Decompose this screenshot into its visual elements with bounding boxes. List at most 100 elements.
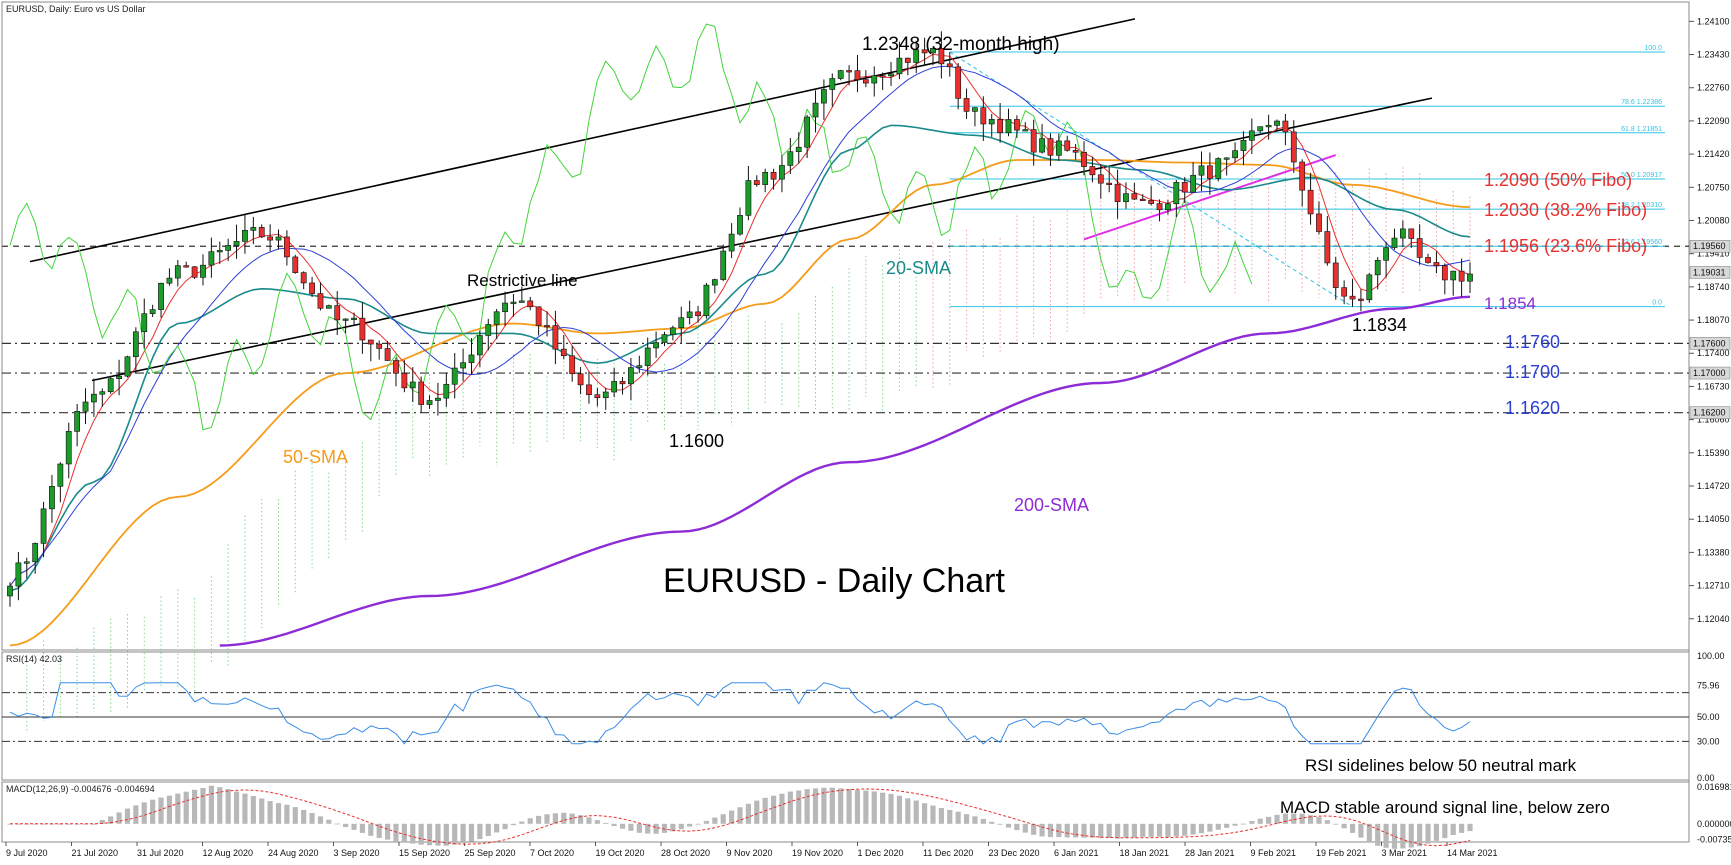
candle-body (1081, 151, 1087, 167)
candle-body (1450, 270, 1457, 281)
candle-body (644, 347, 651, 366)
candle-body (695, 311, 701, 317)
candle-body (1383, 247, 1389, 261)
candle-body (636, 365, 643, 368)
rsi-note: RSI sidelines below 50 neutral mark (1305, 756, 1577, 775)
candle-body (1206, 165, 1213, 179)
candle-body (854, 70, 861, 80)
candle-body (510, 301, 517, 304)
macd-signal-line (10, 788, 1471, 847)
macd-histogram-bar (1123, 823, 1129, 838)
kijun-line (9, 65, 1471, 587)
candle-body (1156, 203, 1163, 211)
macd-histogram-bar (712, 817, 718, 824)
chart-header: EURUSD, Daily: Euro vs US Dollar (6, 4, 146, 14)
candle-body (1215, 158, 1222, 179)
macd-note: MACD stable around signal line, below ze… (1280, 798, 1610, 817)
candle-body (493, 311, 500, 325)
time-tick-label: 1 Dec 2020 (858, 848, 904, 858)
price-tick-label: 1.20080 (1697, 215, 1730, 225)
candle-body (1324, 231, 1331, 264)
annotation-50-sma: 50-SMA (283, 447, 348, 467)
price-tick-label: 1.24100 (1697, 16, 1730, 26)
macd-histogram-bar (410, 823, 416, 844)
macd-histogram-bar (1240, 823, 1247, 825)
macd-histogram-bar (552, 813, 558, 824)
macd-histogram-bar (544, 814, 550, 824)
price-tick-label: 1.20750 (1697, 182, 1730, 192)
macd-histogram-bar (1173, 823, 1179, 837)
candle-body (577, 373, 584, 386)
candle-body (124, 356, 131, 377)
fibo-level-label: 100.0 (1644, 45, 1662, 52)
price-tick-label: 1.12710 (1697, 581, 1730, 591)
candle-body (225, 245, 232, 251)
candle-body (460, 362, 466, 369)
candle-body (1181, 182, 1188, 193)
macd-histogram-bar (653, 823, 659, 834)
candle-body (930, 48, 936, 54)
macd-histogram-bar (1266, 816, 1272, 824)
macd-histogram-bar (15, 823, 21, 825)
candle-body (527, 300, 534, 308)
candle-body (1391, 237, 1398, 248)
macd-histogram-bar (1106, 823, 1112, 839)
candle-body (1374, 259, 1381, 276)
macd-histogram-bar (1005, 823, 1012, 828)
candle-body (1425, 257, 1431, 263)
time-tick-label: 12 Aug 2020 (203, 848, 254, 858)
candle-body (1416, 238, 1423, 258)
macd-histogram-bar (1089, 823, 1096, 838)
macd-histogram-bar (628, 823, 634, 831)
time-tick-label: 6 Jan 2021 (1054, 848, 1099, 858)
candle-body (787, 151, 794, 166)
macd-histogram-bar (854, 789, 861, 824)
macd-histogram-bar (443, 823, 449, 846)
macd-histogram-bar (1400, 823, 1406, 849)
candle-body (611, 381, 618, 393)
macd-histogram-bar (703, 820, 710, 824)
macd-histogram-bar (1022, 823, 1028, 833)
macd-histogram-bar (1140, 823, 1146, 837)
macd-histogram-bar (250, 796, 256, 824)
time-tick-label: 21 Jul 2020 (72, 848, 119, 858)
annotation-1-1600: 1.1600 (669, 431, 724, 451)
macd-histogram-bar (1257, 818, 1263, 824)
rsi-header: RSI(14) 42.03 (6, 654, 62, 664)
candle-body (116, 375, 122, 379)
candle-body (351, 317, 357, 320)
macd-histogram-bar (938, 808, 944, 824)
candle-body (32, 543, 39, 563)
restrictive-line (91, 97, 1433, 382)
candle-body (1408, 228, 1415, 239)
candle-body (1349, 295, 1356, 300)
candle-body (846, 70, 852, 73)
price-tick-label: 1.19410 (1697, 249, 1730, 259)
macd-histogram-bar (922, 803, 928, 824)
macd-histogram-bar (1165, 823, 1171, 837)
macd-histogram-bar (737, 807, 743, 824)
macd-histogram-bar (947, 809, 953, 824)
macd-histogram-bar (326, 819, 332, 824)
macd-histogram-bar (678, 823, 684, 830)
support-resistance-lines (2, 245, 1689, 414)
annotation-1-1854: 1.1854 (1484, 294, 1536, 313)
macd-histogram-bar (1366, 823, 1372, 843)
time-tick-label: 3 Mar 2021 (1382, 848, 1428, 858)
candle-body (1399, 228, 1406, 239)
candle-body (1190, 174, 1196, 193)
macd-histogram-bar (150, 799, 156, 824)
annotation-fibo-50: 1.2090 (50% Fibo) (1484, 170, 1632, 190)
price-tick-label: 1.16730 (1697, 381, 1730, 391)
macd-histogram-bar (426, 823, 433, 846)
candle-body (1139, 198, 1146, 201)
candle-body (1165, 203, 1171, 211)
time-tick-label: 19 Feb 2021 (1316, 848, 1367, 858)
candle-body (1173, 182, 1180, 205)
price-axis: 1.24100 1.23430 1.22760 1.22090 1.21420 1.207… (1689, 16, 1730, 624)
price-badges: 1.19560 1.19031 1.17600 1.17000 1.16200 (1689, 239, 1731, 419)
fibo-level-label: 23.6 1.19560 (1621, 239, 1662, 246)
candle-body (829, 78, 836, 90)
macd-histogram-bar (1341, 823, 1347, 829)
macd-histogram-bar (838, 788, 844, 824)
